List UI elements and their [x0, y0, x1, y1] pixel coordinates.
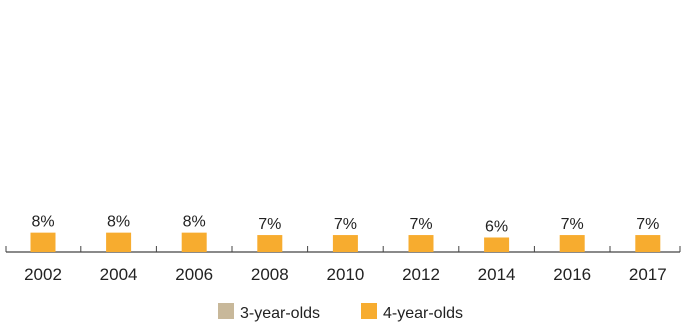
- bar-2016: [559, 235, 585, 252]
- bar-2012: [408, 235, 434, 252]
- x-tick-label: 2017: [629, 265, 667, 284]
- bar-2006: [181, 232, 207, 252]
- bar-2004: [106, 232, 132, 252]
- bar-2008: [257, 235, 283, 252]
- bar-2014: [484, 237, 510, 252]
- data-label: 7%: [561, 216, 584, 233]
- bar-2017: [635, 235, 661, 252]
- x-tick-label: 2008: [251, 265, 289, 284]
- legend-item-1: 3-year-olds: [218, 303, 320, 322]
- x-tick-label: 2012: [402, 265, 440, 284]
- x-tick-label: 2016: [553, 265, 591, 284]
- data-label: 7%: [636, 216, 659, 233]
- data-label: 7%: [258, 216, 281, 233]
- bars: 8% 8% 8% 7% 7% 7% 6% 7% 7%: [30, 214, 661, 252]
- legend-swatch: [361, 303, 377, 319]
- legend-item-2: 4-year-olds: [361, 303, 463, 322]
- legend-label: 3-year-olds: [240, 305, 320, 322]
- legend-label: 4-year-olds: [383, 305, 463, 322]
- legend: 3-year-olds 4-year-olds: [218, 303, 463, 322]
- x-tick-label: 2014: [478, 265, 516, 284]
- bar-2010: [332, 235, 358, 252]
- x-tick-label: 2006: [175, 265, 213, 284]
- x-tick-label: 2010: [326, 265, 364, 284]
- data-label: 6%: [485, 218, 508, 235]
- data-label: 8%: [31, 214, 54, 231]
- data-label: 7%: [409, 216, 432, 233]
- legend-swatch: [218, 303, 234, 319]
- data-label: 8%: [183, 214, 206, 231]
- x-axis: 2002 2004 2006 2008 2010 2012 2014 2016 2017: [5, 246, 681, 284]
- data-label: 8%: [107, 214, 130, 231]
- bar-2002: [30, 232, 56, 252]
- x-tick-label: 2002: [24, 265, 62, 284]
- data-label: 7%: [334, 216, 357, 233]
- x-tick-label: 2004: [100, 265, 138, 284]
